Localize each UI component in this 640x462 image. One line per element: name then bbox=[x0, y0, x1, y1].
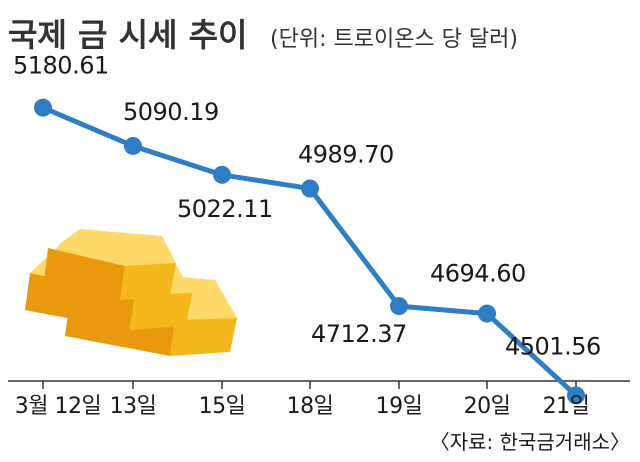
data-point bbox=[478, 304, 496, 323]
source-note: 〈자료: 한국금거래소〉 bbox=[430, 430, 630, 454]
x-tick-label: 19일 bbox=[376, 394, 423, 419]
chart-title: 국제 금 시세 추이 bbox=[8, 16, 248, 54]
data-point bbox=[34, 98, 52, 117]
x-tick-label: 20일 bbox=[464, 394, 511, 419]
x-tick-label: 3월 12일 bbox=[15, 394, 101, 419]
data-label: 5090.19 bbox=[123, 98, 219, 126]
data-label: 4501.56 bbox=[505, 332, 601, 360]
chart-unit: (단위: 트로이온스 당 달러) bbox=[270, 27, 518, 52]
gold-bars-icon bbox=[25, 229, 237, 356]
data-label: 5022.11 bbox=[177, 195, 273, 223]
data-point bbox=[390, 297, 408, 316]
data-label: 4712.37 bbox=[311, 320, 407, 348]
data-point bbox=[567, 386, 585, 405]
data-label: 4694.60 bbox=[430, 260, 526, 288]
data-label: 4989.70 bbox=[298, 141, 394, 169]
data-point bbox=[213, 165, 231, 184]
x-tick-label: 21일 bbox=[543, 394, 590, 419]
data-label: 5180.61 bbox=[13, 52, 109, 80]
x-tick-label: 13일 bbox=[110, 394, 157, 419]
x-tick-label: 15일 bbox=[199, 394, 246, 419]
x-tick-label: 18일 bbox=[287, 394, 334, 419]
data-point bbox=[124, 136, 142, 155]
data-point bbox=[301, 179, 319, 198]
